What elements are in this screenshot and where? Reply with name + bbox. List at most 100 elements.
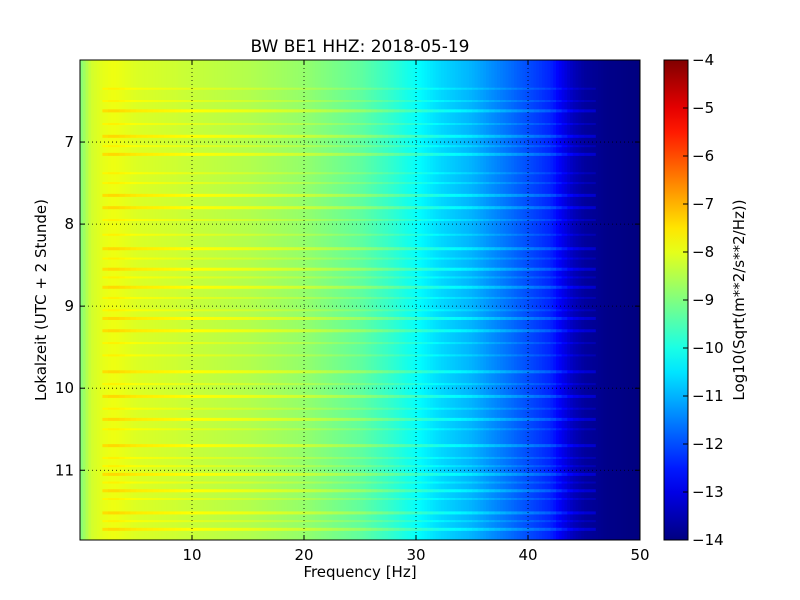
heatmap-band-cell (208, 527, 215, 531)
heatmap-column (449, 60, 453, 540)
heatmap-band-cell (281, 417, 288, 421)
heatmap-band-cell (304, 134, 311, 138)
heatmap-band-cell (169, 134, 176, 138)
heatmap-band-cell (332, 511, 339, 515)
heatmap-band-cell (304, 444, 311, 448)
heatmap-band-cell (382, 497, 389, 500)
heatmap-band-cell (136, 354, 143, 357)
heatmap-band-cell (113, 100, 120, 103)
heatmap-band-cell (315, 257, 322, 260)
heatmap-band-cell (410, 123, 417, 125)
heatmap-band-cell (287, 109, 294, 113)
heatmap-band-cell (225, 134, 232, 138)
heatmap-band-cell (220, 329, 227, 333)
heatmap-band-cell (483, 233, 490, 236)
heatmap-band-cell (320, 87, 327, 90)
heatmap-band-cell (376, 329, 383, 333)
heatmap-band-cell (455, 182, 462, 185)
heatmap-band-cell (477, 193, 484, 197)
heatmap-band-cell (550, 465, 557, 468)
heatmap-band-cell (147, 472, 154, 476)
heatmap-band-cell (511, 182, 518, 185)
heatmap-band-cell (264, 109, 271, 113)
heatmap-band-cell (410, 520, 417, 523)
heatmap-band-cell (304, 472, 311, 476)
heatmap-band-cell (248, 267, 255, 271)
heatmap-band-cell (214, 481, 221, 484)
heatmap-band-cell (113, 206, 120, 210)
heatmap-band-cell (584, 444, 591, 448)
heatmap-band-cell (511, 520, 518, 523)
heatmap-band-cell (516, 276, 523, 279)
heatmap-band-cell (567, 354, 574, 357)
heatmap-band-cell (169, 206, 176, 210)
heatmap-band-cell (119, 296, 126, 299)
heatmap-band-cell (472, 489, 479, 493)
heatmap-band-cell (236, 428, 243, 431)
heatmap-band-cell (270, 481, 277, 484)
heatmap-band-cell (500, 257, 507, 260)
heatmap-band-cell (276, 257, 283, 260)
heatmap-band-cell (427, 527, 434, 531)
heatmap-band-cell (186, 417, 193, 421)
heatmap-band-cell (460, 370, 467, 374)
heatmap-band-cell (292, 182, 299, 185)
heatmap-band-cell (197, 172, 204, 175)
heatmap-band-cell (533, 394, 540, 398)
y-tick-label: 11 (55, 461, 74, 479)
heatmap-band-cell (544, 100, 551, 103)
heatmap-band-cell (332, 267, 339, 271)
heatmap-band-cell (231, 296, 238, 299)
heatmap-band-cell (108, 87, 115, 90)
heatmap-band-cell (505, 370, 512, 374)
heatmap-band-cell (332, 247, 339, 251)
heatmap-band-cell (584, 233, 591, 236)
heatmap-band-cell (164, 100, 171, 103)
heatmap-band-cell (500, 383, 507, 386)
heatmap-band-cell (343, 182, 350, 185)
heatmap-band-cell (192, 342, 199, 345)
heatmap-band-cell (460, 182, 467, 185)
heatmap-band-cell (276, 193, 283, 197)
heatmap-band-cell (455, 296, 462, 299)
heatmap-band-cell (175, 465, 182, 468)
heatmap-band-cell (270, 520, 277, 523)
heatmap-band-cell (141, 109, 148, 113)
heatmap-band-cell (505, 233, 512, 236)
heatmap-band-cell (108, 481, 115, 484)
heatmap-band-cell (483, 489, 490, 493)
heatmap-column (222, 60, 227, 540)
heatmap-band-cell (242, 456, 249, 459)
heatmap-band-cell (152, 329, 159, 333)
heatmap-band-cell (354, 383, 361, 386)
heatmap-band-cell (220, 394, 227, 398)
heatmap-band-cell (421, 407, 428, 410)
heatmap-band-cell (320, 309, 327, 312)
heatmap-band-cell (147, 329, 154, 333)
heatmap-band-cell (528, 465, 535, 468)
heatmap-band-cell (108, 527, 115, 531)
heatmap-band-cell (180, 444, 187, 448)
heatmap-band-cell (270, 309, 277, 312)
heatmap-band-cell (180, 394, 187, 398)
heatmap-band-cell (326, 206, 333, 210)
heatmap-band-cell (483, 172, 490, 175)
heatmap-band-cell (141, 497, 148, 500)
heatmap-band-cell (304, 520, 311, 523)
heatmap-band-cell (500, 276, 507, 279)
heatmap-band-cell (180, 428, 187, 431)
heatmap-band-cell (197, 489, 204, 493)
heatmap-band-cell (119, 193, 126, 197)
heatmap-band-cell (214, 316, 221, 320)
heatmap-band-cell (533, 285, 540, 289)
heatmap-band-cell (427, 193, 434, 197)
heatmap-band-cell (511, 276, 518, 279)
heatmap-band-cell (253, 370, 260, 374)
heatmap-band-cell (494, 145, 501, 148)
heatmap-band-cell (281, 309, 288, 312)
heatmap-band-cell (528, 134, 535, 138)
heatmap-band-cell (449, 497, 456, 500)
heatmap-band-cell (393, 87, 400, 90)
heatmap-band-cell (522, 206, 529, 210)
heatmap-band-cell (298, 407, 305, 410)
